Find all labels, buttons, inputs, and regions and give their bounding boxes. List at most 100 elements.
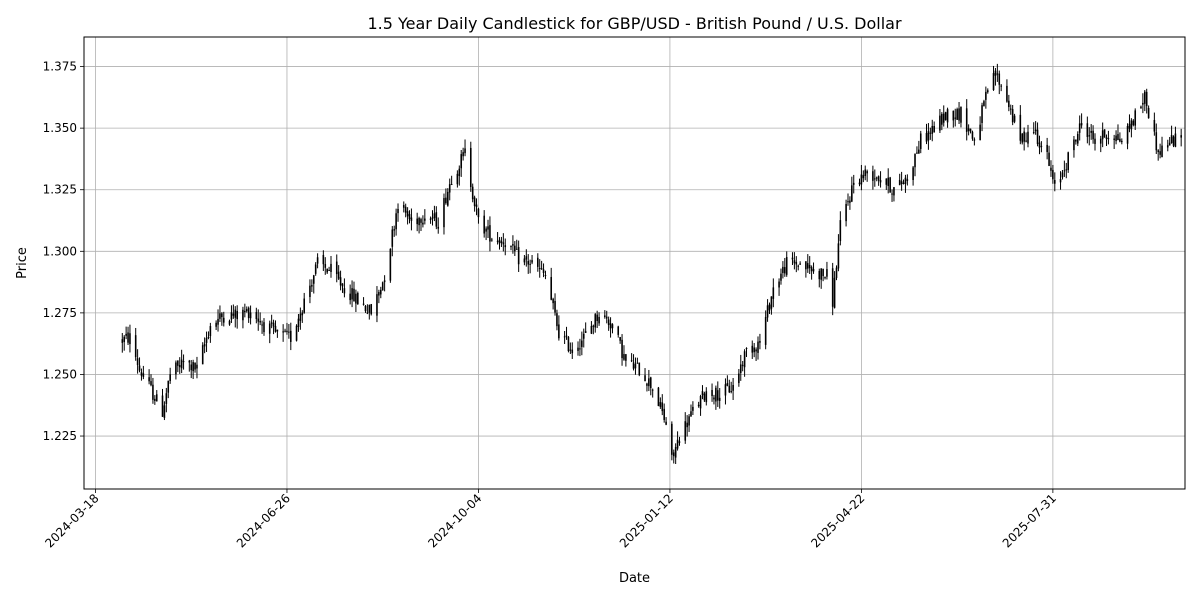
y-tick-label: 1.350 (43, 121, 77, 135)
candle-body (619, 337, 621, 341)
candle-body (517, 247, 520, 265)
candle-body (161, 395, 164, 417)
candle-body (378, 292, 380, 296)
candle-body (1076, 133, 1079, 144)
candle-body (577, 347, 579, 351)
candle-body (690, 411, 692, 417)
candle-body (833, 277, 836, 308)
candle-body (808, 264, 811, 269)
candle-body (314, 264, 317, 274)
candle-body (1128, 123, 1131, 129)
candle-body (986, 90, 989, 93)
candle-body (768, 304, 771, 311)
candle-body (701, 391, 704, 396)
candle-body (1038, 142, 1041, 148)
candle-body (623, 354, 625, 360)
candle-body (598, 316, 600, 324)
candle-body (383, 280, 386, 283)
candle-body (874, 178, 876, 180)
candle-body (858, 182, 861, 185)
candle-body (274, 325, 277, 332)
candle-body (368, 304, 371, 313)
candle-body (985, 91, 987, 100)
candle-body (201, 345, 204, 365)
candle-body (939, 115, 941, 131)
candle-body (657, 387, 660, 406)
candle-body (822, 268, 824, 277)
candle-body (276, 329, 279, 332)
candle-body (1086, 123, 1089, 137)
candle-body (686, 422, 688, 428)
candle-body (312, 275, 315, 284)
candle-body (544, 275, 547, 277)
candle-body (257, 318, 260, 322)
candle-body (515, 248, 518, 250)
candle-body (590, 325, 593, 334)
candle-body (328, 270, 330, 272)
candle-body (341, 283, 344, 287)
candle-body (1121, 140, 1123, 143)
candle-body (343, 288, 346, 294)
candle-body (498, 239, 501, 244)
candle-body (898, 179, 901, 186)
candle-body (192, 362, 194, 372)
candle-body (155, 394, 158, 402)
candle-body (711, 390, 713, 397)
candle-body (676, 439, 679, 449)
candle-body (165, 393, 168, 404)
candle-body (860, 174, 863, 185)
candle-body (194, 362, 196, 370)
candle-body (550, 276, 553, 300)
candle-body (931, 125, 934, 134)
candle-body (1132, 120, 1135, 126)
candle-body (705, 391, 708, 403)
candle-body (847, 201, 849, 203)
candle-body (780, 273, 782, 281)
candle-body (538, 268, 541, 270)
candle-body (496, 240, 499, 242)
candle-body (510, 245, 512, 248)
candle-body (751, 345, 754, 353)
candle-body (671, 423, 673, 455)
candle-body (1117, 134, 1119, 141)
candle-body (148, 377, 150, 382)
candle-body (1119, 138, 1121, 142)
candle-body (445, 197, 447, 204)
candle-body (249, 312, 252, 319)
candle-body (475, 204, 478, 207)
candle-body (1143, 91, 1146, 104)
candle-body (1027, 131, 1029, 144)
candle-body (460, 154, 463, 169)
candle-body (697, 404, 700, 407)
y-axis-label: Price (15, 247, 30, 279)
candle-body (435, 212, 438, 227)
candle-body (636, 362, 639, 364)
candle-body (514, 245, 516, 252)
candle-body (556, 313, 558, 327)
candle-body (389, 248, 392, 281)
candle-body (617, 326, 620, 335)
candle-body (875, 177, 878, 179)
candle-body (355, 293, 357, 304)
candle-body (1065, 169, 1068, 171)
candle-body (154, 398, 156, 401)
candle-body (716, 390, 719, 401)
candle-body (242, 309, 244, 321)
candle-body (163, 405, 166, 418)
candle-body (270, 322, 273, 324)
candle-body (596, 314, 598, 322)
candle-body (665, 421, 667, 425)
candle-body (272, 322, 275, 327)
y-tick-label: 1.300 (43, 244, 77, 258)
candle-body (177, 360, 179, 366)
candle-body (820, 268, 822, 280)
candle-body (810, 267, 813, 272)
candle-body (1157, 150, 1159, 153)
candle-body (489, 225, 491, 242)
candle-body (408, 214, 411, 220)
candle-body (772, 287, 775, 299)
candle-body (730, 391, 732, 393)
candle-body (351, 288, 353, 300)
candle-body (1099, 138, 1102, 144)
